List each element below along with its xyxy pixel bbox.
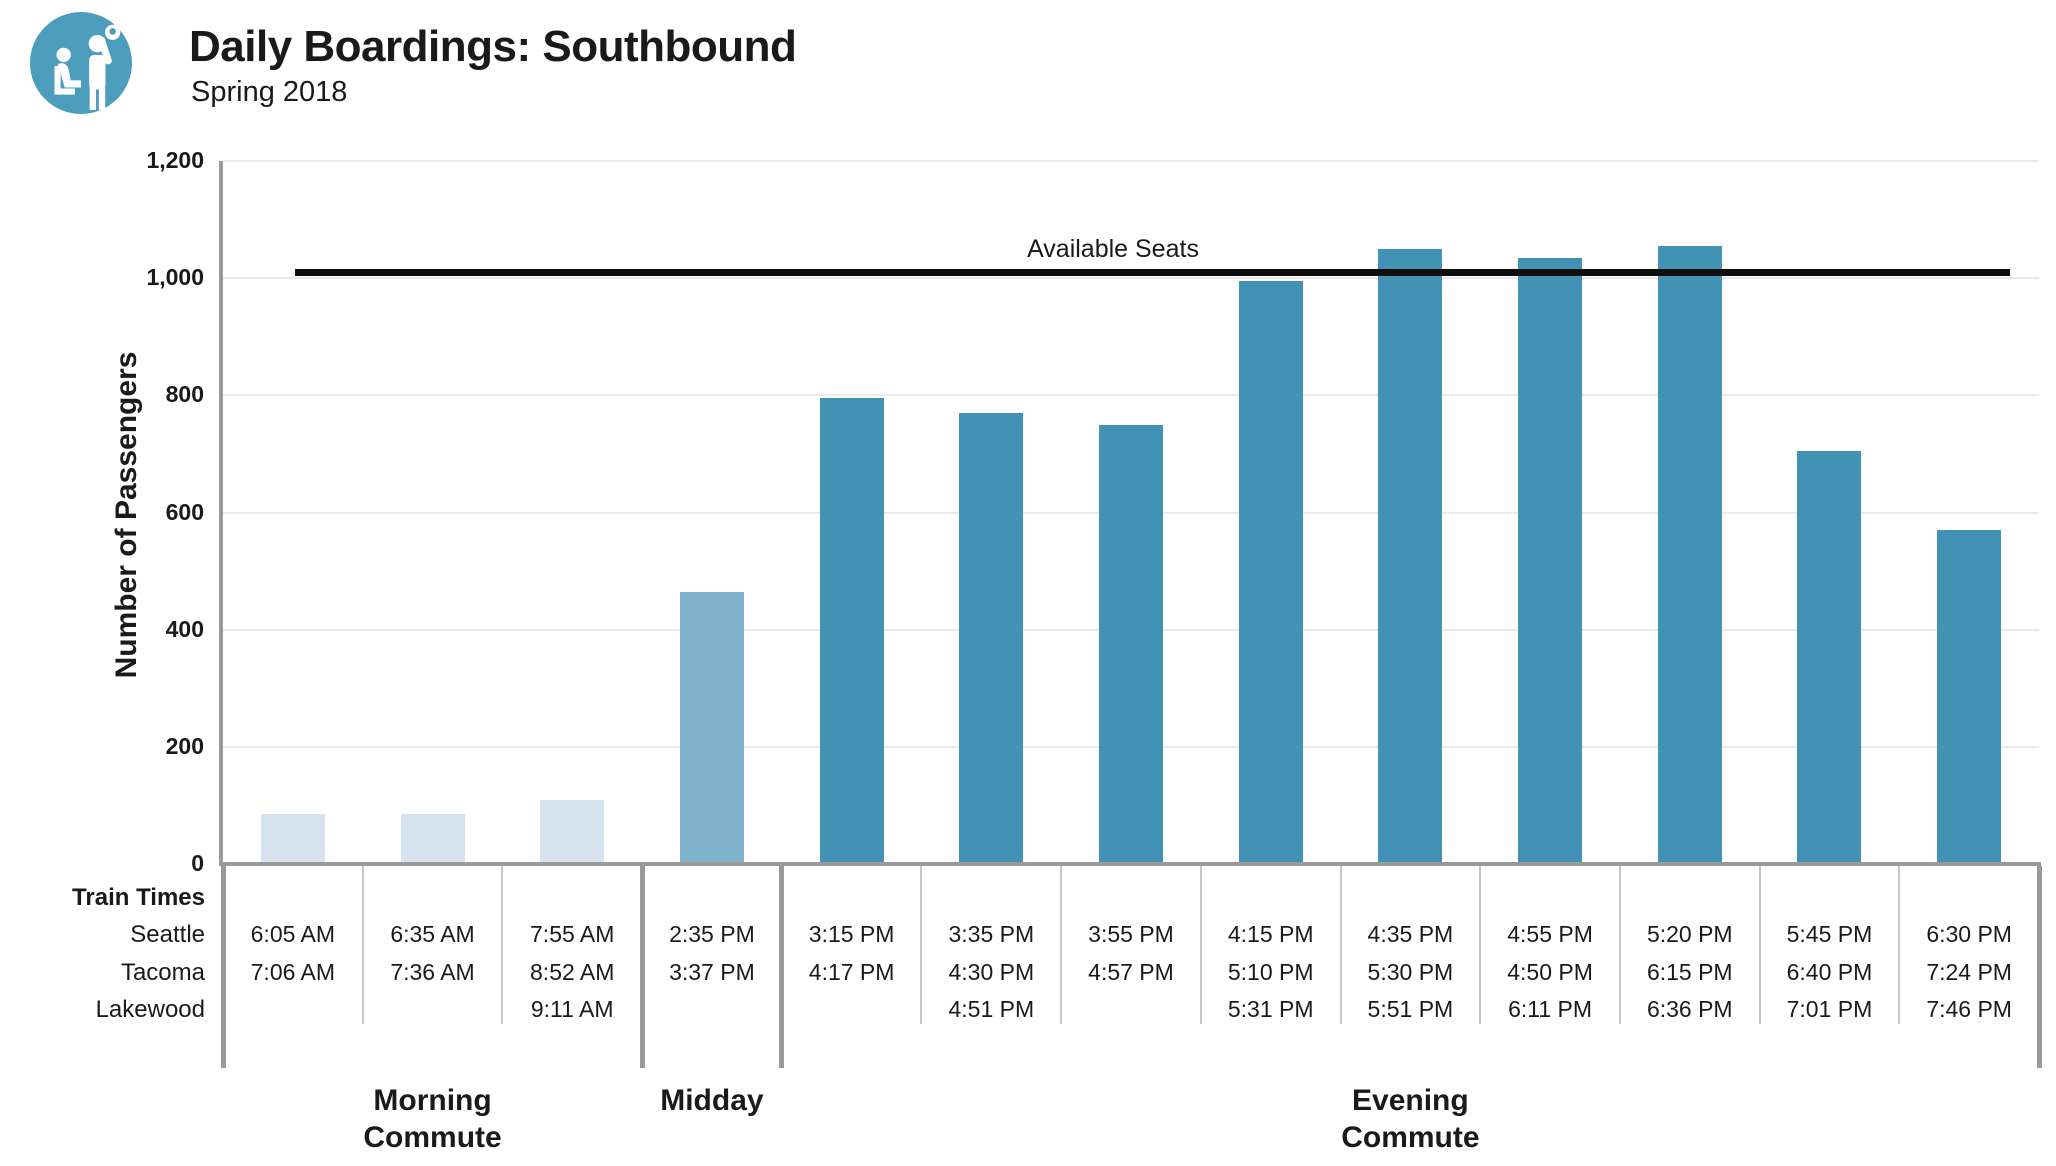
row-label-tacoma: Tacoma bbox=[120, 959, 205, 986]
table-cell-tacoma: 4:50 PM bbox=[1507, 959, 1593, 985]
column-divider bbox=[1060, 866, 1063, 1024]
table-cell-seattle: 3:55 PM bbox=[1088, 921, 1174, 947]
group-divider bbox=[639, 866, 645, 1068]
table-corner-header: Train Times bbox=[72, 884, 205, 911]
group-divider bbox=[220, 866, 226, 1068]
table-cell-seattle: 2:35 PM bbox=[669, 921, 755, 947]
table-cell-seattle: 6:30 PM bbox=[1926, 921, 2012, 947]
table-cell-tacoma: 3:37 PM bbox=[669, 959, 755, 985]
table-cell-seattle: 3:35 PM bbox=[948, 921, 1035, 947]
table-cell-seattle: 5:20 PM bbox=[1646, 921, 1733, 947]
table-cell-tacoma: 4:30 PM bbox=[948, 959, 1035, 985]
column-divider bbox=[1339, 866, 1342, 1024]
table-cell-lakewood: 7:01 PM bbox=[1786, 996, 1873, 1022]
table-cell-tacoma: 6:15 PM bbox=[1646, 959, 1733, 985]
table-cell-tacoma: 4:17 PM bbox=[808, 959, 895, 985]
table-cell-seattle: 3:15 PM bbox=[808, 921, 895, 947]
column-divider bbox=[1199, 866, 1202, 1024]
y-tick-label: 400 bbox=[165, 615, 204, 642]
table-cell-seattle: 4:35 PM bbox=[1367, 921, 1454, 947]
bar-235pm bbox=[679, 592, 744, 864]
table-cell-lakewood: 5:31 PM bbox=[1227, 996, 1314, 1022]
column-divider bbox=[501, 866, 504, 1024]
table-cell-seattle: 4:15 PM bbox=[1227, 921, 1314, 947]
table-cell-tacoma: 8:52 AM bbox=[530, 959, 615, 985]
y-tick-label: 0 bbox=[191, 850, 204, 876]
x-axis-line bbox=[219, 862, 2041, 866]
bar-435pm bbox=[1378, 249, 1443, 864]
gridline bbox=[223, 394, 2039, 397]
column-divider bbox=[361, 866, 364, 1024]
gridline bbox=[223, 160, 2039, 162]
bar-355pm bbox=[1099, 425, 1163, 864]
table-cell-tacoma: 6:40 PM bbox=[1786, 959, 1873, 985]
gridline bbox=[223, 277, 2039, 280]
table-cell-tacoma: 4:57 PM bbox=[1088, 959, 1174, 985]
table-cell-lakewood: 6:11 PM bbox=[1508, 996, 1593, 1022]
table-cell-seattle: 7:55 AM bbox=[530, 921, 615, 947]
table-cell-lakewood: 9:11 AM bbox=[530, 996, 614, 1022]
bar-545pm bbox=[1797, 451, 1862, 864]
group-divider bbox=[2036, 866, 2042, 1068]
bar-455pm bbox=[1518, 258, 1583, 864]
table-cell-lakewood: 6:36 PM bbox=[1646, 996, 1733, 1022]
table-cell-tacoma: 5:30 PM bbox=[1367, 959, 1454, 985]
bar-315pm bbox=[819, 398, 884, 864]
y-tick-label: 800 bbox=[165, 381, 204, 408]
bar-335pm bbox=[959, 413, 1024, 864]
group-label-morning: Morning Commute bbox=[363, 1084, 502, 1154]
column-divider bbox=[1618, 866, 1621, 1024]
group-label-evening: Evening Commute bbox=[1341, 1084, 1480, 1154]
table-cell-seattle: 6:05 AM bbox=[250, 921, 336, 947]
table-cell-lakewood: 7:46 PM bbox=[1926, 996, 2012, 1022]
available-seats-line bbox=[295, 269, 2010, 277]
y-tick-label: 1,200 bbox=[146, 147, 204, 173]
column-divider bbox=[920, 866, 923, 1024]
group-label-midday: Midday bbox=[660, 1084, 764, 1117]
column-divider bbox=[1479, 866, 1482, 1024]
table-cell-tacoma: 5:10 PM bbox=[1227, 959, 1314, 985]
available-seats-label: Available Seats bbox=[1027, 235, 1199, 264]
table-cell-lakewood: 4:51 PM bbox=[948, 996, 1035, 1022]
bar-630pm bbox=[1937, 530, 2002, 864]
row-label-lakewood: Lakewood bbox=[95, 996, 205, 1023]
table-cell-tacoma: 7:36 AM bbox=[390, 959, 475, 985]
y-tick-label: 200 bbox=[165, 732, 204, 759]
transit-riders-icon bbox=[30, 12, 132, 114]
page-subtitle: Spring 2018 bbox=[191, 76, 348, 108]
table-cell-tacoma: 7:06 AM bbox=[250, 959, 336, 985]
bar-635am bbox=[400, 814, 465, 864]
bar-415pm bbox=[1238, 281, 1303, 864]
table-cell-seattle: 4:55 PM bbox=[1507, 921, 1593, 947]
bar-605am bbox=[260, 814, 325, 864]
group-divider bbox=[779, 866, 785, 1068]
plot-area: Available Seats bbox=[223, 160, 2039, 864]
column-divider bbox=[1898, 866, 1901, 1024]
bar-520pm bbox=[1657, 246, 1722, 864]
table-cell-tacoma: 7:24 PM bbox=[1926, 959, 2012, 985]
y-tick-label: 600 bbox=[165, 498, 204, 525]
column-divider bbox=[1758, 866, 1761, 1024]
table-cell-seattle: 5:45 PM bbox=[1786, 921, 1873, 947]
table-cell-lakewood: 5:51 PM bbox=[1367, 996, 1454, 1022]
table-cell-seattle: 6:35 AM bbox=[390, 921, 475, 947]
page-title: Daily Boardings: Southbound bbox=[189, 22, 797, 71]
row-label-seattle: Seattle bbox=[130, 921, 205, 948]
y-tick-label: 1,000 bbox=[146, 264, 204, 291]
bar-755am bbox=[540, 800, 605, 864]
y-axis-line bbox=[219, 161, 223, 866]
